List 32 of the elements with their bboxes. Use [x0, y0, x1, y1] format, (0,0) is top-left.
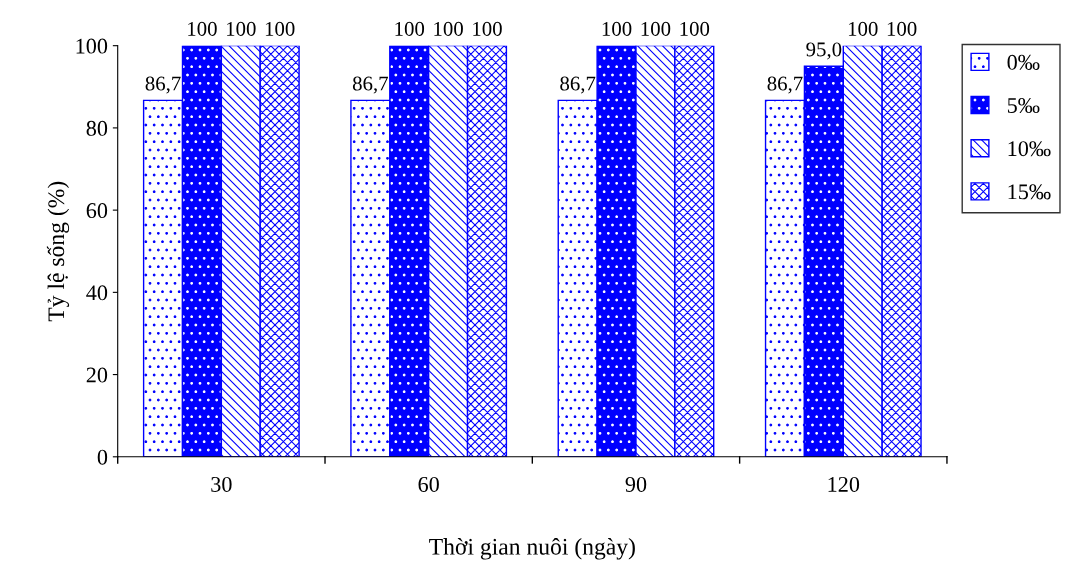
legend-label: 0‰: [1007, 54, 1040, 70]
data-label: 100: [188, 21, 217, 36]
data-label: 100: [227, 21, 256, 36]
legend-label: 15‰: [1008, 184, 1051, 200]
data-label: 100: [848, 21, 878, 36]
legend-label: 10‰: [1008, 141, 1051, 157]
x-tick-label: 120: [828, 476, 860, 492]
data-label: 86,7: [145, 76, 181, 94]
legend-label: 5‰: [1007, 97, 1040, 114]
data-label: 86,7: [767, 76, 803, 94]
data-label: 86,7: [560, 76, 596, 94]
y-tick-label: 20: [86, 367, 108, 383]
y-tick-label: 60: [86, 203, 108, 219]
data-label: 100: [680, 21, 710, 36]
y-tick-label: 0: [97, 449, 108, 465]
data-label: 95,0: [806, 42, 842, 60]
data-label: 100: [641, 21, 671, 36]
x-axis-title: Thời gian nuôi (ngày): [429, 538, 635, 560]
data-label: 100: [434, 21, 463, 36]
y-tick-label: 100: [76, 38, 108, 54]
x-tick-label: 30: [211, 476, 232, 492]
data-label: 86,7: [352, 76, 388, 94]
x-tick-label: 60: [418, 476, 439, 492]
x-tick-label: 90: [625, 476, 647, 492]
y-axis-title: Tỷ lệ sống (%): [46, 181, 70, 322]
data-label: 100: [395, 21, 425, 36]
data-label: 100: [887, 21, 917, 36]
y-tick-label: 40: [86, 285, 108, 301]
data-label: 100: [473, 21, 502, 36]
data-label: 100: [265, 21, 295, 36]
data-label: 100: [602, 21, 632, 36]
y-tick-label: 80: [86, 120, 108, 136]
